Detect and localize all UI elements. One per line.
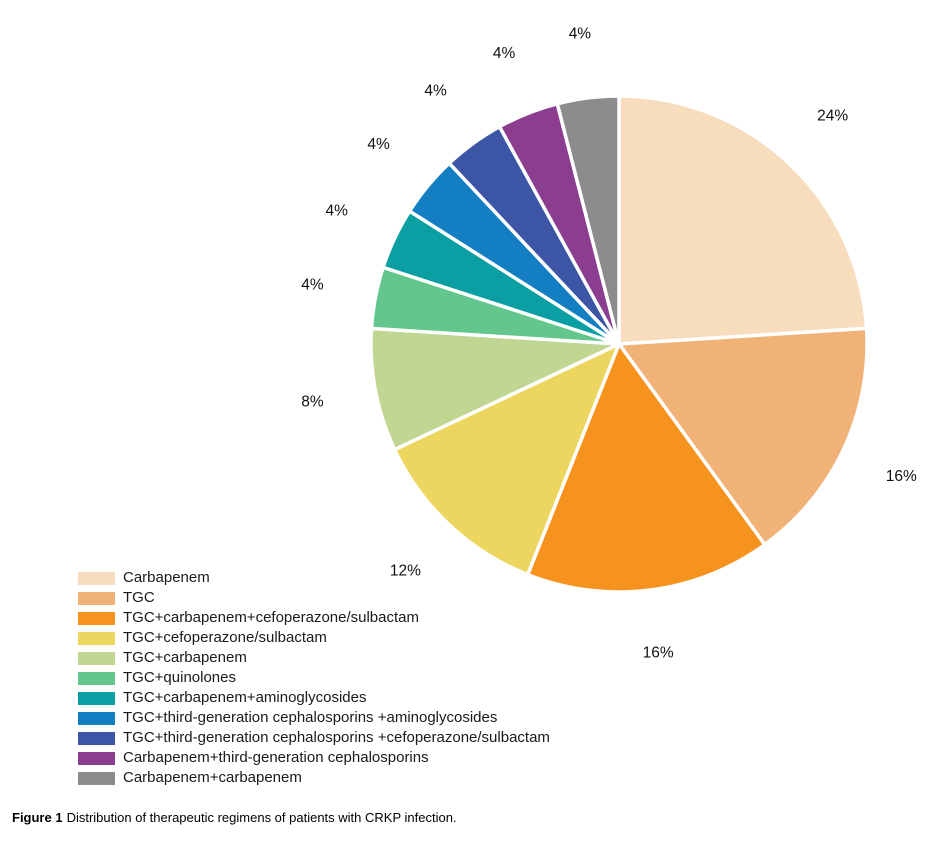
pie-slice-pct-label: 8% xyxy=(301,394,324,411)
pie-slice-10 xyxy=(555,94,621,346)
pie-slice-pct-label: 4% xyxy=(424,83,447,100)
legend-label: Carbapenem xyxy=(123,569,210,586)
pie-slice-pct-label: 24% xyxy=(817,108,848,125)
legend-swatch xyxy=(78,591,115,605)
legend-swatch xyxy=(78,731,115,745)
legend-label: TGC xyxy=(123,589,155,606)
legend-label: TGC+carbapenem xyxy=(123,649,247,666)
pie-slice-4 xyxy=(369,326,621,452)
pie-slice-1 xyxy=(617,326,869,547)
legend-swatch xyxy=(78,631,115,645)
figure-caption: Figure 1 Distribution of therapeutic regi… xyxy=(12,810,457,825)
pie-slice-2 xyxy=(525,342,767,594)
legend-label: Carbapenem+carbapenem xyxy=(123,769,302,786)
legend-item: Carbapenem+third-generation cephalospori… xyxy=(78,748,550,768)
legend-swatch xyxy=(78,671,115,685)
legend-item: TGC+cefoperazone/sulbactam xyxy=(78,628,550,648)
legend-swatch xyxy=(78,771,115,785)
legend-swatch xyxy=(78,611,115,625)
pie-slice-pct-label: 4% xyxy=(325,202,348,219)
legend-swatch xyxy=(78,651,115,665)
pie-slice-0 xyxy=(617,94,869,346)
pie-slice-3 xyxy=(392,342,621,577)
legend-item: TGC xyxy=(78,588,550,608)
figure-caption-label: Figure 1 xyxy=(12,810,63,825)
legend-item: TGC+carbapenem+cefoperazone/sulbactam xyxy=(78,608,550,628)
pie-slice-pct-label: 12% xyxy=(390,562,421,579)
figure-caption-text: Distribution of therapeutic regimens of … xyxy=(66,810,457,825)
legend-swatch xyxy=(78,691,115,705)
legend-label: TGC+cefoperazone/sulbactam xyxy=(123,629,327,646)
legend-item: TGC+third-generation cephalosporins +ami… xyxy=(78,708,550,728)
legend-item: TGC+third-generation cephalosporins +cef… xyxy=(78,728,550,748)
legend-label: TGC+carbapenem+cefoperazone/sulbactam xyxy=(123,609,420,626)
pie-slice-pct-label: 4% xyxy=(367,136,390,153)
pie-slice-pct-label: 4% xyxy=(569,26,592,43)
pie-slice-pct-label: 4% xyxy=(301,277,324,294)
legend-swatch xyxy=(78,711,115,725)
legend: Carbapenem TGC TGC+carbapenem+cefoperazone… xyxy=(78,568,550,788)
pie-slice-pct-label: 16% xyxy=(643,645,674,662)
legend-swatch xyxy=(78,571,115,585)
legend-item: TGC+carbapenem+aminoglycosides xyxy=(78,688,550,708)
legend-label: TGC+carbapenem+aminoglycosides xyxy=(123,689,367,706)
legend-label: TGC+third-generation cephalosporins +cef… xyxy=(123,729,550,746)
legend-item: Carbapenem+carbapenem xyxy=(78,768,550,788)
legend-item: TGC+quinolones xyxy=(78,668,550,688)
pie-slice-pct-label: 4% xyxy=(493,45,516,62)
legend-item: Carbapenem xyxy=(78,568,550,588)
legend-label: Carbapenem+third-generation cephalospori… xyxy=(123,749,429,766)
pie-slice-pct-label: 16% xyxy=(886,468,917,485)
legend-item: TGC+carbapenem xyxy=(78,648,550,668)
legend-swatch xyxy=(78,751,115,765)
legend-label: TGC+quinolones xyxy=(123,669,236,686)
legend-label: TGC+third-generation cephalosporins +ami… xyxy=(123,709,498,726)
